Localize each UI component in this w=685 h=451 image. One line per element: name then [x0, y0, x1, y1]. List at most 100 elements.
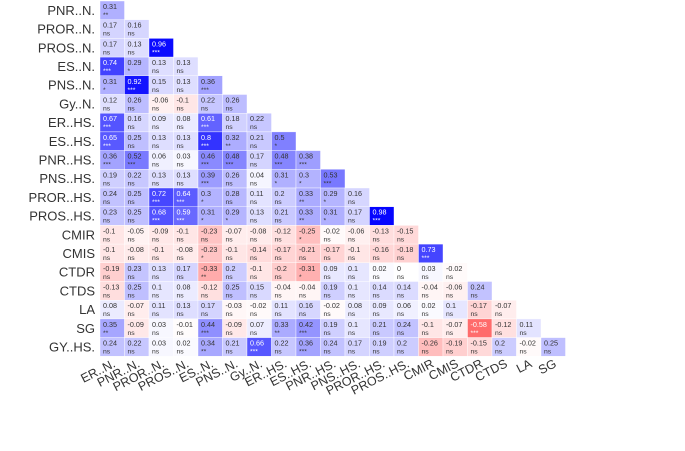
cell-sg-er-hs: 0.33**: [271, 318, 297, 338]
cell-significance-label: ns: [177, 124, 185, 131]
cell-value-label: 0.26: [128, 96, 142, 105]
cell-pns-hs-er-hs: 0.31*: [271, 169, 297, 189]
cell-significance-label: ns: [103, 49, 111, 56]
cell-significance-label: ns: [103, 218, 111, 225]
cell-value-label: 0.13: [152, 170, 166, 179]
cell-value-label: 0.48: [226, 152, 240, 161]
cell-significance-label: ns: [422, 274, 430, 281]
row-label-cmir: CMIR: [62, 227, 95, 242]
cell-value-label: 0.28: [226, 189, 240, 198]
cell-significance-label: ns: [177, 162, 185, 169]
cell-value-label: 0.21: [226, 339, 240, 348]
cell-significance-label: ns: [128, 124, 136, 131]
cell-value-label: 0.36: [299, 339, 313, 348]
cell-value-label: -0.1: [103, 226, 115, 235]
cell-value-label: -0.16: [373, 245, 389, 254]
cell-value-label: -0.07: [495, 301, 511, 310]
cell-value-label: -0.08: [128, 245, 144, 254]
cell-significance-label: ns: [177, 349, 185, 356]
cell-value-label: 0.19: [324, 320, 338, 329]
cell-significance-label: ns: [128, 311, 136, 318]
cell-significance-label: ns: [446, 330, 454, 337]
cell-significance-label: ns: [348, 218, 356, 225]
cell-ctdr-es-hs: -0.31*: [295, 262, 321, 282]
cell-value-label: 0.31: [103, 2, 117, 11]
cell-value-label: -0.04: [275, 283, 291, 292]
cell-value-label: 0.1: [348, 264, 358, 273]
cell-value-label: 0.17: [348, 208, 362, 217]
cell-significance-label: ns: [152, 143, 160, 150]
cell-ctdr-es-n: -0.33**: [197, 262, 223, 282]
cell-significance-label: ns: [226, 199, 234, 206]
cell-significance-label: ***: [226, 162, 234, 169]
cell-value-label: 0.08: [348, 301, 362, 310]
cell-value-label: -0.12: [275, 226, 291, 235]
cell-value-label: 0.39: [201, 170, 215, 179]
cell-significance-label: ns: [397, 274, 405, 281]
cell-significance-label: ns: [128, 274, 136, 281]
cell-significance-label: *: [324, 218, 327, 225]
cell-significance-label: *: [299, 236, 302, 243]
cell-significance-label: **: [201, 274, 207, 281]
cell-value-label: 0.13: [152, 58, 166, 67]
cell-significance-label: ns: [103, 106, 111, 113]
cell-significance-label: ***: [275, 162, 283, 169]
cell-pns-hs-es-hs: 0.3*: [295, 169, 321, 189]
cell-significance-label: ns: [373, 255, 381, 262]
cell-value-label: -0.09: [152, 226, 168, 235]
cell-value-label: 0.17: [250, 152, 264, 161]
cell-significance-label: ns: [128, 349, 136, 356]
cell-significance-label: ns: [152, 311, 160, 318]
cell-ctdr-pros-hs: 0ns: [393, 262, 419, 282]
cell-value-label: -0.09: [128, 320, 144, 329]
cell-value-label: 0.15: [152, 77, 166, 86]
cell-significance-label: ns: [152, 180, 160, 187]
heatmap-cells: 0.31**0.17ns0.16ns0.17ns0.13ns0.96***0.7…: [99, 0, 566, 357]
cell-value-label: 0.61: [201, 114, 215, 123]
cell-value-label: 0.03: [152, 320, 166, 329]
cell-significance-label: ns: [324, 311, 332, 318]
cell-value-label: -0.17: [471, 301, 487, 310]
cell-ctdr-er-hs: -0.2ns: [271, 262, 297, 282]
cell-value-label: 0.65: [103, 133, 117, 142]
cell-value-label: 0.17: [348, 339, 362, 348]
cell-significance-label: ns: [103, 311, 111, 318]
cell-pros-hs-pror-n: 0.68***: [148, 206, 174, 226]
cell-significance-label: **: [299, 199, 305, 206]
cell-fill: [540, 337, 566, 357]
cell-significance-label: ns: [495, 311, 503, 318]
cell-pns-n-es-n: 0.36***: [197, 75, 223, 95]
row-label-es-hs: ES..HS.: [49, 134, 95, 149]
cell-value-label: 0.14: [373, 283, 387, 292]
cell-value-label: 0.31: [103, 77, 117, 86]
cell-significance-label: *: [226, 218, 229, 225]
cell-significance-label: ns: [422, 293, 430, 300]
cell-value-label: -0.13: [373, 226, 389, 235]
cell-value-label: 0.06: [397, 301, 411, 310]
cell-significance-label: ns: [471, 349, 479, 356]
cell-pros-hs-pror-hs: 0.98***: [369, 206, 395, 226]
row-labels: PNR..N. PROR..N. PROS..N. ES..N. PNS..N. Gy..…: [29, 3, 96, 355]
cell-value-label: 0.16: [128, 21, 142, 30]
cell-value-label: 0.29: [226, 208, 240, 217]
cell-significance-label: ns: [226, 236, 234, 243]
cell-significance-label: ns: [397, 311, 405, 318]
cell-significance-label: ns: [250, 236, 258, 243]
